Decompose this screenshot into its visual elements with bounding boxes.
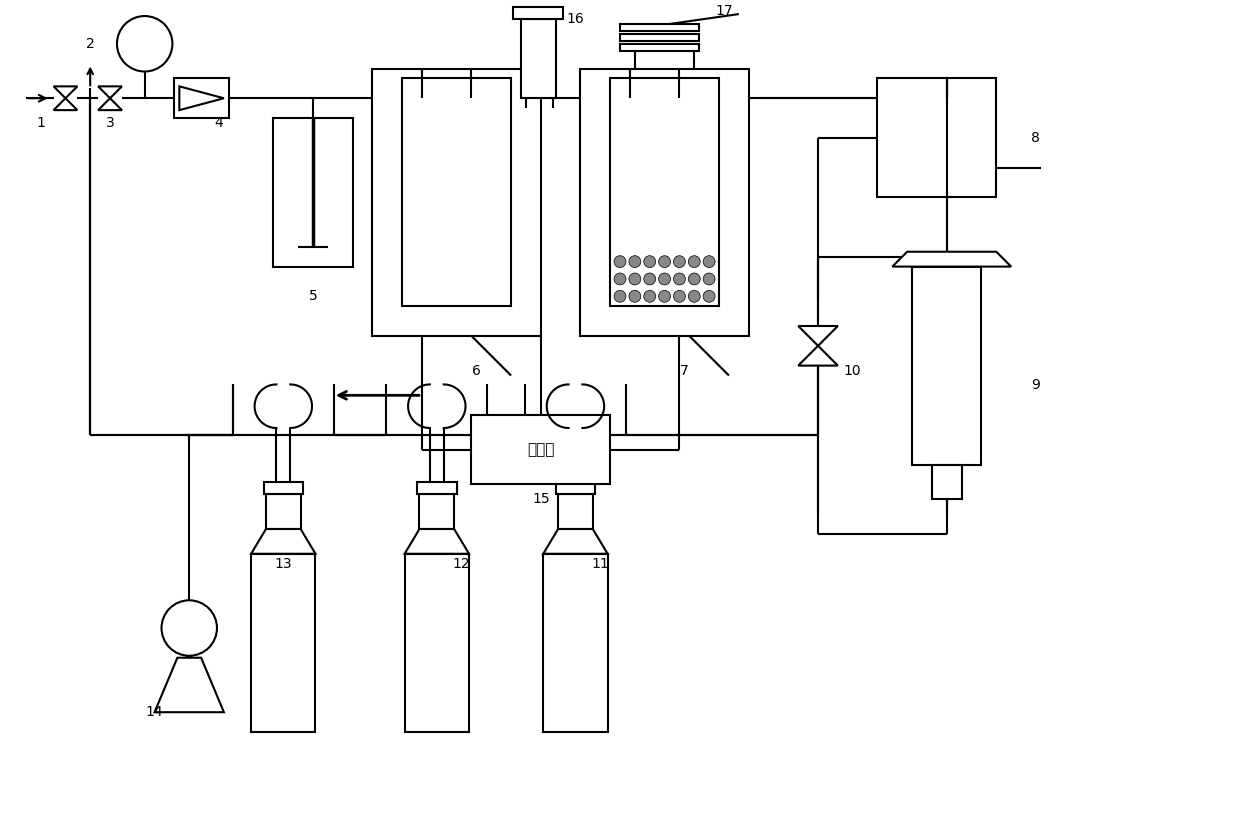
- Bar: [558, 494, 593, 529]
- Bar: [267, 494, 300, 529]
- Text: 14: 14: [146, 705, 164, 720]
- Circle shape: [644, 273, 656, 285]
- Bar: [417, 483, 456, 494]
- Polygon shape: [98, 98, 122, 110]
- Polygon shape: [53, 86, 77, 98]
- Circle shape: [703, 256, 715, 268]
- Text: 15: 15: [532, 492, 549, 506]
- Circle shape: [658, 291, 671, 302]
- Text: 11: 11: [591, 557, 609, 571]
- Bar: [543, 554, 608, 732]
- Circle shape: [161, 600, 217, 656]
- Bar: [273, 118, 352, 266]
- Circle shape: [629, 273, 641, 285]
- Circle shape: [644, 291, 656, 302]
- Bar: [620, 44, 699, 50]
- Circle shape: [644, 256, 656, 268]
- Bar: [513, 7, 563, 19]
- Circle shape: [629, 256, 641, 268]
- Polygon shape: [543, 529, 608, 554]
- Text: 16: 16: [567, 12, 584, 26]
- Circle shape: [629, 291, 641, 302]
- Circle shape: [673, 256, 686, 268]
- Bar: [620, 24, 699, 31]
- Bar: [175, 78, 229, 118]
- Circle shape: [688, 256, 701, 268]
- Bar: [419, 494, 454, 529]
- Text: 9: 9: [1032, 379, 1040, 392]
- Bar: [580, 68, 749, 336]
- Text: 8: 8: [1032, 131, 1040, 145]
- Circle shape: [614, 273, 626, 285]
- Polygon shape: [404, 529, 469, 554]
- Text: 4: 4: [215, 116, 223, 130]
- Polygon shape: [98, 86, 122, 98]
- Bar: [878, 78, 996, 197]
- Polygon shape: [252, 529, 315, 554]
- Bar: [932, 465, 962, 499]
- Polygon shape: [180, 86, 224, 110]
- Text: 2: 2: [86, 37, 94, 50]
- Circle shape: [703, 291, 715, 302]
- Circle shape: [673, 291, 686, 302]
- Bar: [610, 78, 719, 306]
- Bar: [620, 34, 699, 41]
- Bar: [556, 483, 595, 494]
- Text: 10: 10: [844, 364, 862, 378]
- Circle shape: [688, 273, 701, 285]
- Circle shape: [614, 256, 626, 268]
- Bar: [264, 483, 303, 494]
- Bar: [402, 78, 511, 306]
- Text: 17: 17: [715, 4, 733, 18]
- Bar: [404, 554, 469, 732]
- Bar: [521, 19, 556, 98]
- Circle shape: [117, 16, 172, 72]
- Polygon shape: [155, 658, 224, 712]
- Circle shape: [658, 273, 671, 285]
- Text: 1: 1: [36, 116, 45, 130]
- Text: 12: 12: [453, 557, 470, 571]
- Bar: [913, 266, 981, 465]
- Bar: [252, 554, 315, 732]
- Polygon shape: [893, 252, 1011, 266]
- Circle shape: [614, 291, 626, 302]
- Bar: [372, 68, 541, 336]
- Bar: [471, 415, 610, 484]
- Circle shape: [673, 273, 686, 285]
- Text: 6: 6: [472, 364, 481, 378]
- Text: 5: 5: [309, 289, 317, 304]
- Text: 7: 7: [680, 364, 688, 378]
- Text: 计算机: 计算机: [527, 442, 554, 457]
- Polygon shape: [799, 346, 838, 365]
- Circle shape: [688, 291, 701, 302]
- Text: 3: 3: [105, 116, 114, 130]
- Polygon shape: [53, 98, 77, 110]
- Text: 13: 13: [274, 557, 293, 571]
- Polygon shape: [799, 326, 838, 346]
- Circle shape: [703, 273, 715, 285]
- Circle shape: [658, 256, 671, 268]
